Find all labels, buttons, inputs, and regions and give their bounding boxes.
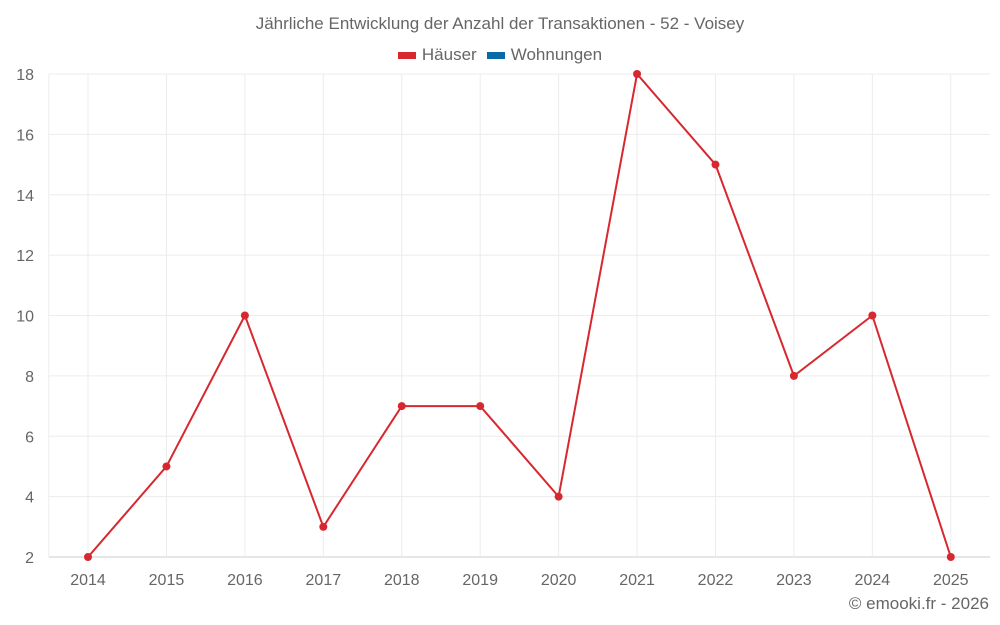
legend-swatch-haeuser xyxy=(397,51,416,59)
data-point xyxy=(789,371,798,380)
y-tick-label: 2 xyxy=(25,550,34,567)
data-point xyxy=(397,402,406,411)
data-point xyxy=(633,70,642,78)
legend-label: Wohnungen xyxy=(510,45,603,64)
x-tick-label: 2015 xyxy=(149,572,185,589)
y-tick-label: 12 xyxy=(16,248,34,265)
legend-label: Häuser xyxy=(421,45,477,64)
x-tick-label: 2016 xyxy=(227,572,263,589)
legend-item-wohnungen[interactable]: Wohnungen xyxy=(486,45,603,65)
x-tick-label: 2021 xyxy=(619,572,655,589)
x-tick-label: 2018 xyxy=(384,572,420,589)
y-tick-label: 8 xyxy=(25,369,34,386)
x-tick-label: 2014 xyxy=(70,572,106,589)
legend-item-haeuser[interactable]: Häuser xyxy=(397,45,477,65)
x-tick-label: 2019 xyxy=(462,572,498,589)
x-tick-label: 2023 xyxy=(776,572,812,589)
data-point xyxy=(162,462,171,471)
data-point xyxy=(868,311,877,320)
legend: Häuser Wohnungen xyxy=(0,45,1000,65)
data-point xyxy=(84,553,93,561)
x-tick-label: 2017 xyxy=(306,572,342,589)
y-tick-label: 10 xyxy=(16,309,34,326)
data-point xyxy=(554,492,563,501)
data-point xyxy=(711,160,720,169)
data-point xyxy=(476,402,485,411)
data-point xyxy=(946,553,955,561)
credit: © emooki.fr - 2026 xyxy=(848,594,989,613)
series-line-Häuser xyxy=(87,71,952,558)
x-tick-label: 2020 xyxy=(541,572,577,589)
chart-title: Jährliche Entwicklung der Anzahl der Tra… xyxy=(255,14,745,33)
x-tick-label: 2024 xyxy=(855,572,891,589)
x-tick-label: 2022 xyxy=(698,572,734,589)
y-tick-label: 4 xyxy=(25,490,34,507)
y-tick-label: 6 xyxy=(25,429,34,446)
y-tick-label: 16 xyxy=(16,127,34,144)
y-tick-label: 18 xyxy=(16,67,34,84)
legend-swatch-wohnungen xyxy=(486,51,505,59)
data-point xyxy=(319,522,328,531)
x-tick-label: 2025 xyxy=(933,572,969,589)
y-tick-label: 14 xyxy=(16,188,34,205)
data-point xyxy=(240,311,249,320)
